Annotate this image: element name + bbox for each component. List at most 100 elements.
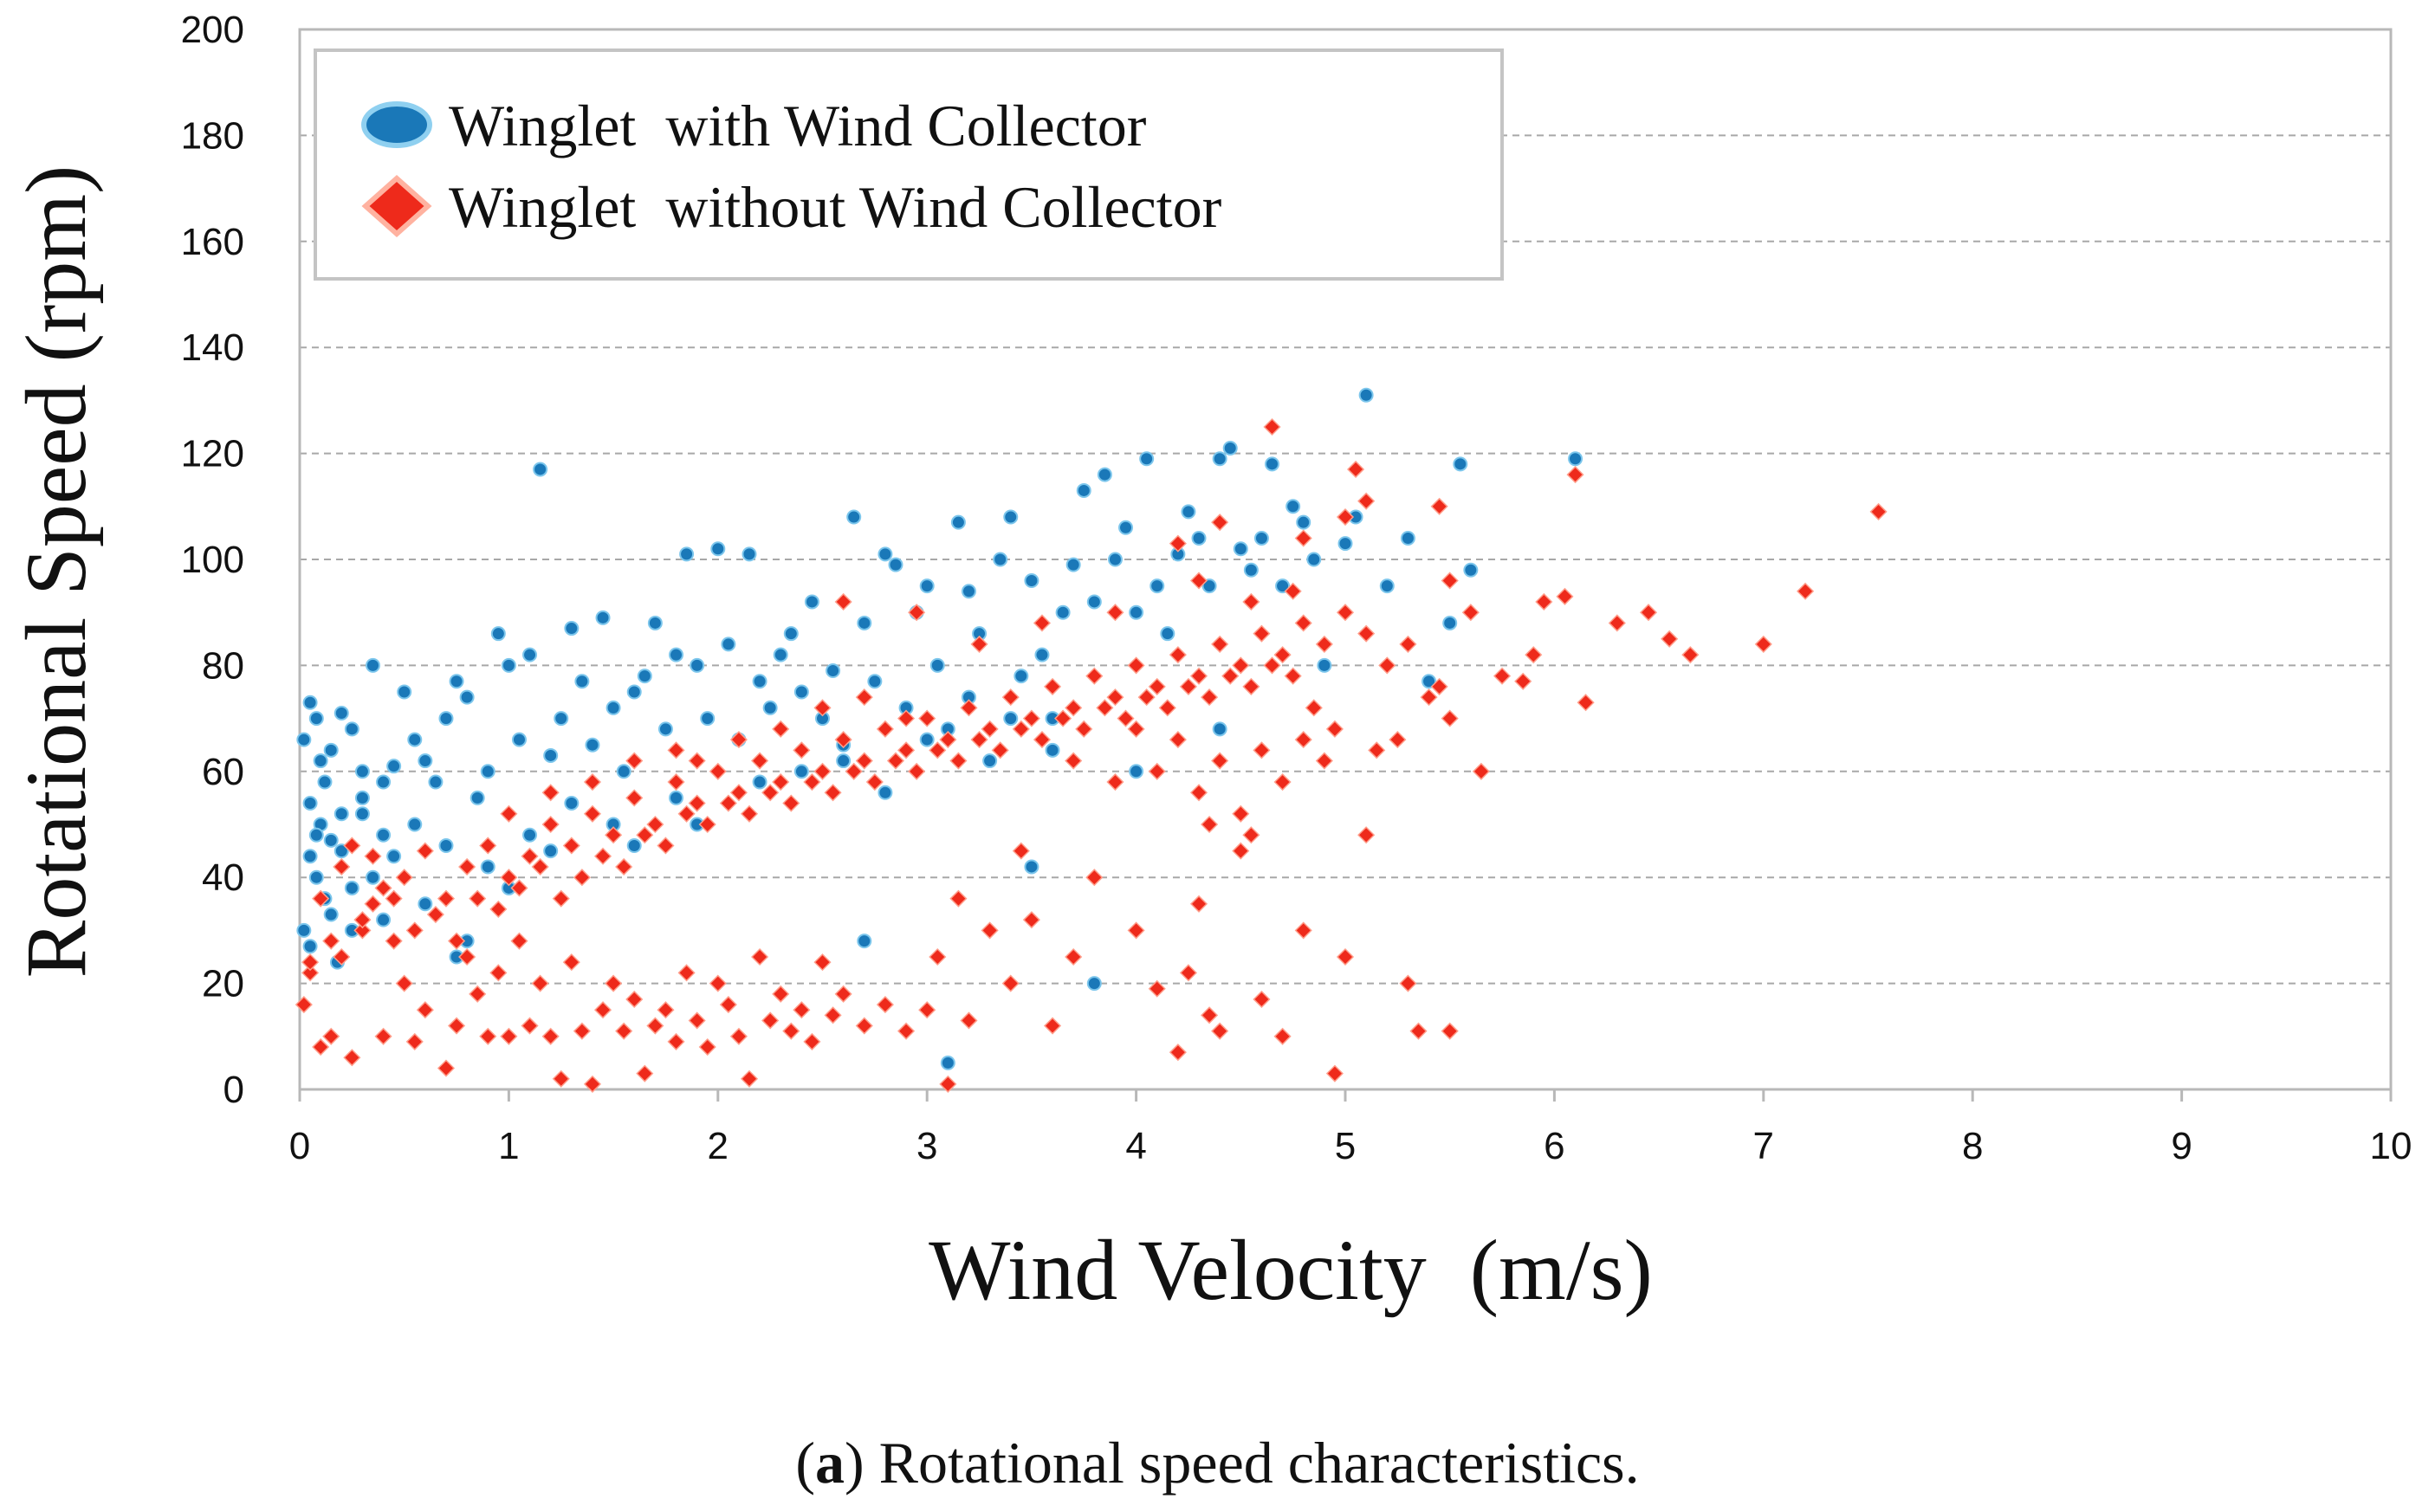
x-axis-title: Wind Velocity (m/s) <box>929 1222 1653 1318</box>
point-with-collector <box>1285 499 1301 514</box>
point-without-collector <box>729 784 748 802</box>
point-without-collector <box>1075 720 1093 738</box>
point-without-collector <box>541 1027 560 1045</box>
point-without-collector <box>1137 688 1156 707</box>
point-without-collector <box>1347 460 1365 479</box>
point-without-collector <box>1420 688 1438 707</box>
point-without-collector <box>301 964 320 982</box>
point-without-collector <box>1315 752 1333 770</box>
point-with-collector <box>470 790 485 805</box>
point-without-collector <box>719 794 737 812</box>
point-without-collector <box>1253 624 1271 643</box>
y-tick-label: 180 <box>181 114 244 157</box>
point-without-collector <box>510 879 528 897</box>
point-with-collector <box>1118 520 1134 535</box>
y-axis-ticks: 0 20 40 60 80 100 120 140 160 180 200 <box>181 9 244 1111</box>
point-without-collector <box>489 964 508 982</box>
point-with-collector <box>1306 552 1322 567</box>
point-without-collector <box>521 847 539 865</box>
point-without-collector <box>1201 688 1219 707</box>
point-without-collector <box>1336 507 1355 527</box>
point-without-collector <box>1127 656 1145 675</box>
point-without-collector <box>960 699 978 717</box>
point-without-collector <box>1211 514 1229 532</box>
point-with-collector <box>418 753 433 769</box>
point-without-collector <box>1368 741 1386 759</box>
point-without-collector <box>1211 1022 1229 1040</box>
point-without-collector <box>908 762 926 780</box>
point-with-collector <box>1024 572 1039 588</box>
point-without-collector <box>1577 694 1595 712</box>
legend: Winglet with Wind Collector Winglet with… <box>314 48 1504 281</box>
point-with-collector <box>386 759 402 774</box>
point-with-collector <box>564 796 580 811</box>
point-without-collector <box>751 752 769 770</box>
point-without-collector <box>1232 656 1250 675</box>
point-with-collector <box>1097 467 1112 482</box>
legend-label-with-collector: Winglet with Wind Collector <box>449 93 1147 158</box>
point-without-collector <box>981 720 999 738</box>
point-with-collector <box>857 615 872 630</box>
point-without-collector <box>1514 672 1532 690</box>
point-without-collector <box>667 1032 685 1050</box>
point-without-collector <box>1325 720 1344 738</box>
point-with-collector <box>1212 451 1227 467</box>
point-with-collector <box>1222 440 1238 456</box>
point-with-collector <box>1463 562 1479 578</box>
point-without-collector <box>1273 646 1292 664</box>
point-without-collector <box>646 815 664 834</box>
point-without-collector <box>1869 502 1888 520</box>
point-without-collector <box>677 964 696 982</box>
point-without-collector <box>541 815 560 834</box>
y-tick-label: 200 <box>181 9 244 51</box>
point-with-collector <box>308 827 324 843</box>
point-without-collector <box>1566 466 1584 484</box>
point-without-collector <box>1294 614 1312 632</box>
point-without-collector <box>970 635 988 653</box>
point-without-collector <box>729 1027 748 1045</box>
point-without-collector <box>1315 635 1333 653</box>
point-without-collector <box>615 1022 633 1040</box>
point-without-collector <box>918 709 936 727</box>
point-with-collector <box>1296 514 1311 530</box>
point-with-collector <box>836 753 852 769</box>
point-without-collector <box>688 1011 706 1030</box>
point-without-collector <box>1336 947 1355 966</box>
point-without-collector <box>521 1017 539 1035</box>
point-without-collector <box>374 879 392 897</box>
point-with-collector <box>1233 541 1248 557</box>
point-without-collector <box>1022 911 1040 929</box>
point-without-collector <box>772 985 790 1003</box>
point-with-collector <box>721 636 736 652</box>
point-without-collector <box>1043 677 1062 695</box>
point-with-collector <box>1150 578 1165 594</box>
y-tick-label: 100 <box>181 539 244 581</box>
point-with-collector <box>397 684 412 700</box>
point-without-collector <box>1294 529 1312 547</box>
point-without-collector <box>813 699 832 717</box>
point-without-collector <box>991 741 1009 759</box>
point-without-collector <box>886 752 905 770</box>
point-without-collector <box>605 974 623 992</box>
point-without-collector <box>688 752 706 770</box>
point-with-collector <box>317 774 333 790</box>
point-without-collector <box>1232 842 1250 860</box>
point-without-collector <box>1797 582 1815 600</box>
series-with-collector <box>296 387 1583 1070</box>
point-without-collector <box>1325 1064 1344 1082</box>
point-with-collector <box>480 859 495 875</box>
point-without-collector <box>1253 741 1271 759</box>
caption-open: ( <box>795 1430 815 1496</box>
point-without-collector <box>1169 731 1187 749</box>
point-without-collector <box>593 847 612 865</box>
point-with-collector <box>679 546 695 562</box>
point-with-collector <box>428 774 444 790</box>
point-without-collector <box>437 889 456 908</box>
point-with-collector <box>1253 531 1269 546</box>
point-with-collector <box>1107 552 1123 567</box>
point-with-collector <box>344 721 359 737</box>
point-without-collector <box>405 1032 424 1050</box>
point-without-collector <box>1189 572 1208 590</box>
point-without-collector <box>479 837 497 855</box>
